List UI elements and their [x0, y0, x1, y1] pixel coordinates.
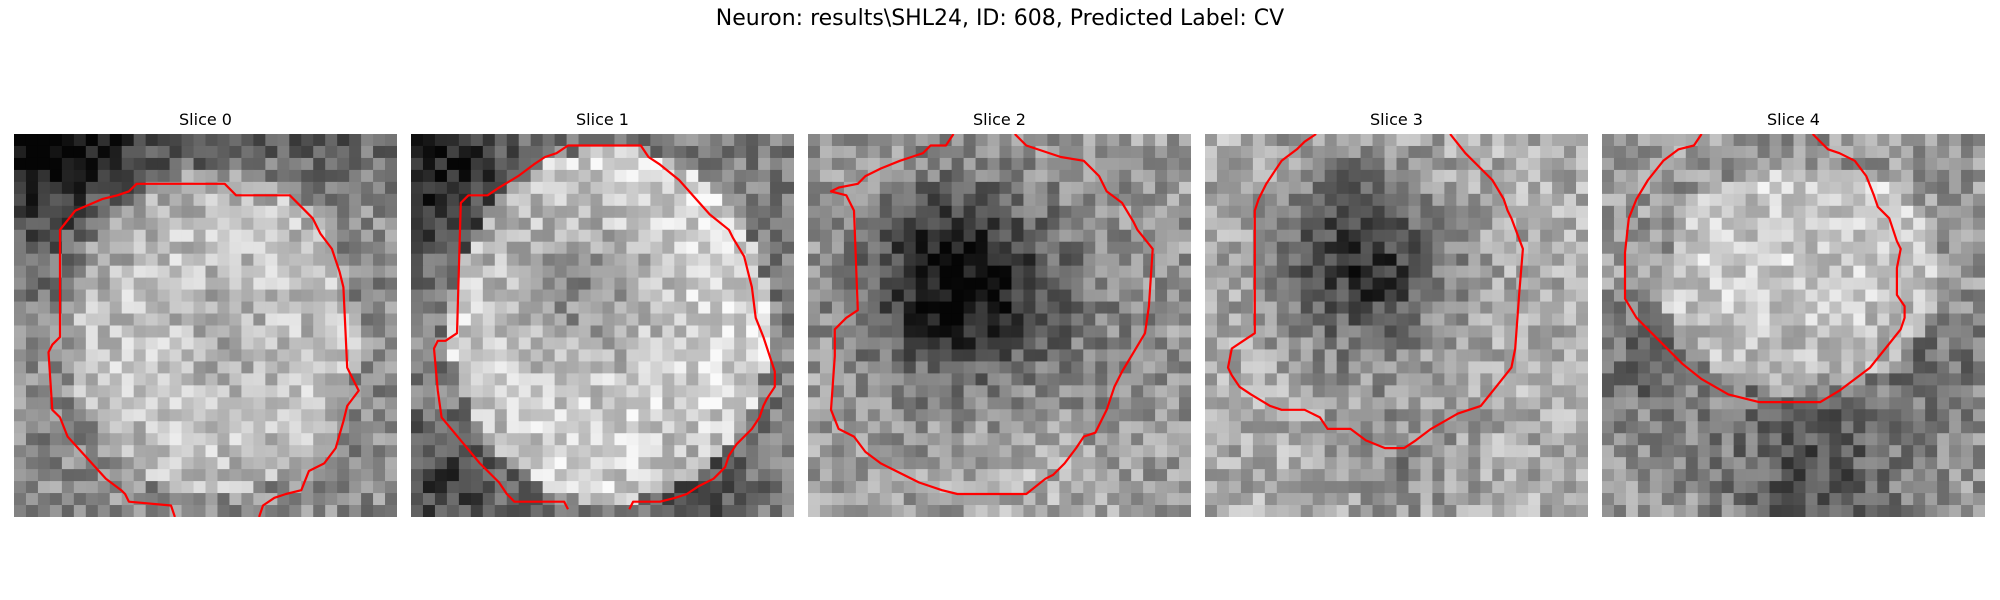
slice-image — [1602, 134, 1985, 517]
slice-title: Slice 0 — [179, 110, 232, 129]
slice-image — [808, 134, 1191, 517]
slice-title: Slice 2 — [973, 110, 1026, 129]
segmentation-contour — [1226, 134, 1524, 450]
slice-title: Slice 1 — [576, 110, 629, 129]
segmentation-contour — [47, 182, 360, 517]
slice-panel-2: Slice 2 — [808, 108, 1191, 517]
slice-panel-1: Slice 1 — [411, 108, 794, 517]
slice-title: Slice 3 — [1370, 110, 1423, 129]
slice-title: Slice 4 — [1767, 110, 1820, 129]
segmentation-contour — [829, 134, 1154, 496]
slice-panel-3: Slice 3 — [1205, 108, 1588, 517]
slice-image — [14, 134, 397, 517]
slice-image — [1205, 134, 1588, 517]
slice-image — [411, 134, 794, 517]
figure-title: Neuron: results\SHL24, ID: 608, Predicte… — [715, 6, 1285, 31]
segmentation-contour — [432, 144, 776, 510]
slice-panel-4: Slice 4 — [1602, 108, 1985, 517]
slice-panel-0: Slice 0 — [14, 108, 397, 517]
segmentation-contour — [1623, 134, 1906, 404]
